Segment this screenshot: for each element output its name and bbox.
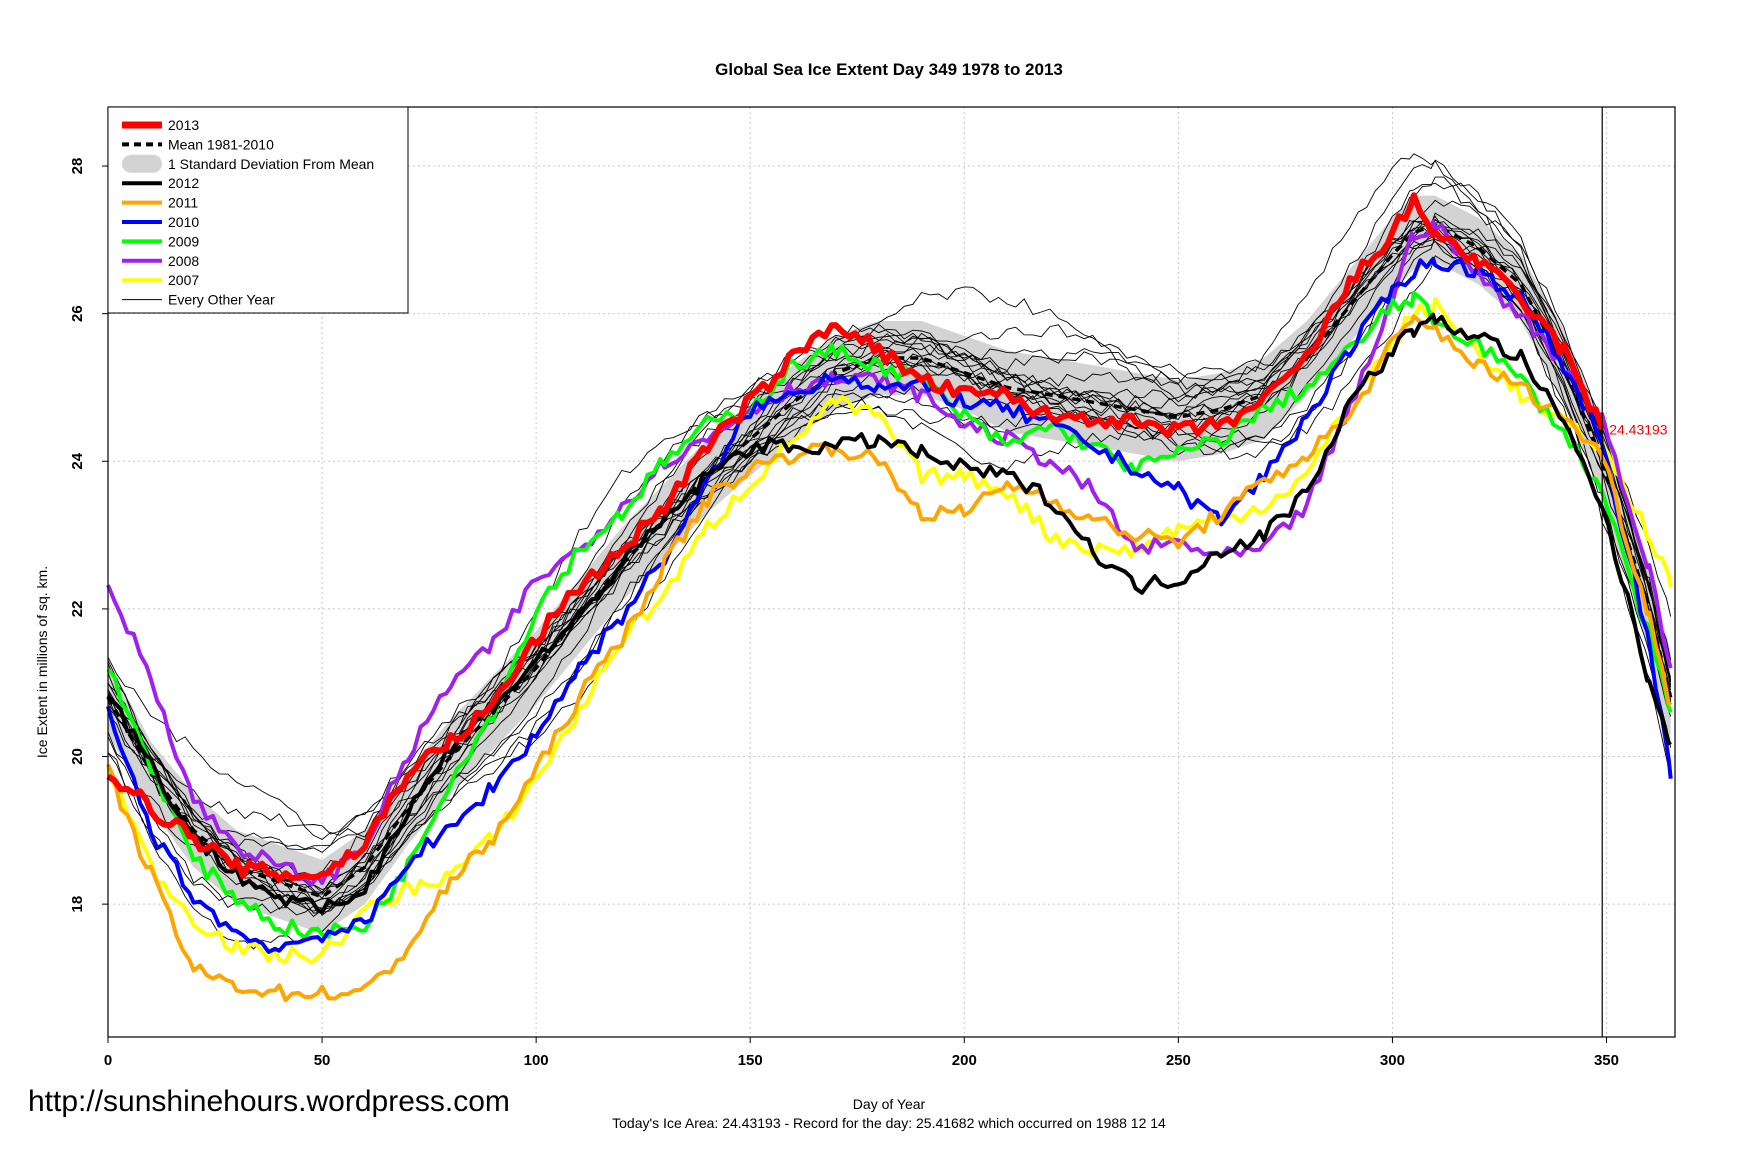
x-tick-label: 100 bbox=[524, 1052, 549, 1069]
legend-label: 2008 bbox=[168, 253, 199, 269]
highlight-series-layer bbox=[106, 192, 1673, 1003]
x-tick-label: 300 bbox=[1380, 1052, 1405, 1069]
x-tick-label: 250 bbox=[1166, 1052, 1191, 1069]
other-year-line bbox=[107, 233, 1672, 912]
legend-label: 2007 bbox=[168, 272, 199, 288]
current-value-label: 24.43193 bbox=[1609, 421, 1668, 437]
chart-title: Global Sea Ice Extent Day 349 1978 to 20… bbox=[715, 60, 1063, 79]
x-tick-label: 200 bbox=[952, 1052, 977, 1069]
series-line-2010 bbox=[106, 256, 1673, 954]
x-axis-label: Day of Year bbox=[853, 1096, 926, 1112]
y-tick-label: 18 bbox=[69, 896, 86, 913]
series-line-2013 bbox=[106, 192, 1606, 883]
legend-label: 2012 bbox=[168, 175, 199, 191]
legend: 2013 Mean 1981-2010 1 Standard Deviation F… bbox=[107, 106, 409, 314]
legend-label: 2009 bbox=[168, 233, 199, 249]
legend-label: 2013 bbox=[168, 117, 199, 133]
other-year-line bbox=[107, 219, 1672, 890]
x-tick-label: 0 bbox=[104, 1052, 112, 1069]
x-tick-label: 350 bbox=[1594, 1052, 1619, 1069]
legend-label: 1 Standard Deviation From Mean bbox=[168, 156, 374, 172]
legend-swatch bbox=[122, 154, 162, 173]
other-year-line bbox=[107, 215, 1672, 900]
legend-label: Mean 1981-2010 bbox=[168, 136, 274, 152]
other-year-line bbox=[107, 182, 1672, 853]
y-tick-label: 28 bbox=[69, 158, 86, 175]
axes: 0 50 100 150 200 250 300 350 18 20 22 24 26 28 bbox=[69, 158, 1619, 1069]
x-tick-label: 50 bbox=[314, 1052, 331, 1069]
y-axis-label: Ice Extent in millions of sq. km. bbox=[34, 566, 50, 758]
current-day-marker-layer: 24.43193 bbox=[1601, 107, 1668, 1037]
y-tick-label: 20 bbox=[69, 748, 86, 765]
watermark-url: http://sunshinehours.wordpress.com bbox=[28, 1085, 510, 1118]
other-year-line bbox=[107, 212, 1672, 894]
plot-frame bbox=[107, 106, 1676, 1038]
y-tick-label: 26 bbox=[69, 305, 86, 322]
other-year-line bbox=[107, 176, 1672, 850]
footer-record-text: Today's Ice Area: 24.43193 - Record for … bbox=[612, 1115, 1166, 1131]
legend-label: 2011 bbox=[168, 195, 198, 211]
series-line-2011 bbox=[106, 314, 1673, 1003]
y-tick-label: 24 bbox=[69, 452, 86, 469]
legend-label: Every Other Year bbox=[168, 292, 275, 308]
legend-label: 2010 bbox=[168, 214, 199, 230]
x-tick-label: 150 bbox=[738, 1052, 763, 1069]
series-line-2012 bbox=[106, 312, 1672, 915]
y-tick-label: 22 bbox=[69, 601, 86, 618]
mean-line-layer bbox=[106, 223, 1673, 899]
mean-line bbox=[106, 223, 1673, 899]
